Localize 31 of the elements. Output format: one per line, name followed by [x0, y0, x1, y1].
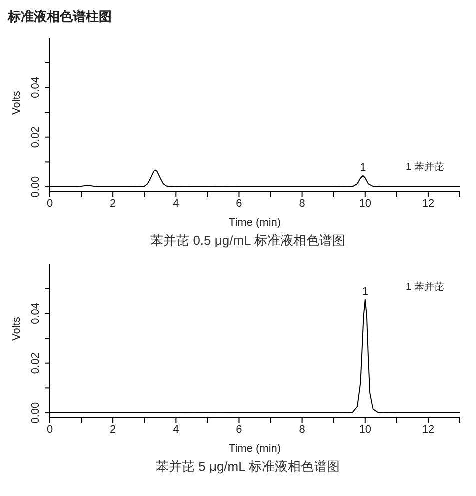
text: 苯并芘 5 μg/mL 标准液相色谱图	[155, 458, 341, 476]
y-tick-label: 0.00	[30, 176, 42, 198]
annotation: 1 苯并芘	[406, 160, 444, 174]
annotation: 1	[362, 286, 368, 298]
x-axis-title: Time (min)	[228, 217, 282, 229]
x-tick-label: 0	[46, 424, 54, 436]
annotation: 1	[360, 162, 366, 174]
x-tick-label: 10	[359, 198, 372, 210]
x-axis-title: Time (min)	[228, 443, 282, 455]
x-tick-label: 8	[299, 198, 306, 210]
x-tick-label: 0	[46, 198, 54, 210]
x-tick-label: 2	[110, 198, 116, 210]
x-tick-label: 10	[359, 424, 372, 436]
chart-title: 标准液相色谱柱图	[8, 8, 113, 26]
x-tick-label: 8	[299, 424, 306, 436]
y-tick-label: 0.02	[30, 126, 42, 148]
y-tick-label: 0.04	[30, 76, 42, 98]
x-tick-label: 6	[236, 424, 242, 436]
y-tick-label: 0.04	[30, 302, 42, 324]
x-tick-label: 4	[173, 198, 180, 210]
y-axis-title: Volts	[10, 316, 23, 341]
y-tick-label: 0.02	[30, 352, 42, 374]
annotation: 1 苯并芘	[406, 280, 444, 294]
x-tick-label: 12	[422, 424, 435, 436]
x-tick-label: 6	[236, 198, 242, 210]
x-tick-label: 12	[422, 198, 435, 210]
x-tick-label: 4	[173, 424, 180, 436]
y-tick-label: 0.00	[30, 402, 42, 424]
y-axis-title: Volts	[10, 90, 23, 115]
text: 苯并芘 0.5 μg/mL 标准液相色谱图	[150, 232, 346, 250]
x-tick-label: 2	[110, 424, 116, 436]
